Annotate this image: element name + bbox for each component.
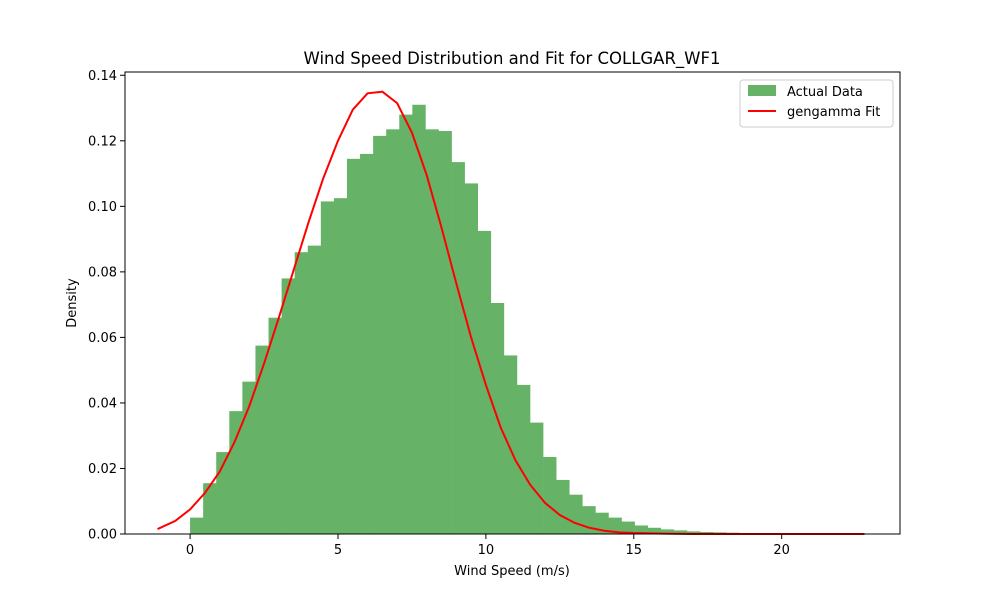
x-tick-label: 20 bbox=[773, 543, 790, 558]
y-axis: 0.00 0.02 0.04 0.06 0.08 0.10 0.12 0.14 bbox=[88, 69, 125, 543]
histogram-bars bbox=[190, 105, 857, 534]
histogram-bar bbox=[517, 385, 530, 534]
histogram-bar bbox=[334, 198, 347, 534]
x-tick-label: 15 bbox=[626, 543, 643, 558]
histogram-bar bbox=[386, 129, 399, 534]
histogram-bar bbox=[452, 162, 465, 534]
histogram-bar bbox=[438, 131, 451, 534]
histogram-bar bbox=[360, 154, 373, 534]
y-tick-label: 0.08 bbox=[88, 265, 117, 280]
histogram-bar bbox=[556, 480, 569, 534]
histogram-bar bbox=[255, 346, 268, 534]
x-axis-label: Wind Speed (m/s) bbox=[454, 564, 570, 579]
histogram-bar bbox=[399, 115, 412, 534]
histogram-bar bbox=[504, 355, 517, 534]
legend-swatch-actual-data bbox=[748, 85, 776, 96]
histogram-bar bbox=[295, 252, 308, 534]
histogram-bar bbox=[373, 136, 386, 534]
x-tick-label: 10 bbox=[478, 543, 495, 558]
y-tick-label: 0.04 bbox=[88, 396, 117, 411]
y-tick-label: 0.02 bbox=[88, 462, 117, 477]
histogram-bar bbox=[190, 518, 203, 534]
legend-label-gengamma-fit: gengamma Fit bbox=[787, 105, 880, 120]
histogram-bar bbox=[347, 159, 360, 534]
y-tick-label: 0.06 bbox=[88, 331, 117, 346]
histogram-bar bbox=[465, 183, 478, 534]
histogram-bar bbox=[203, 483, 216, 534]
legend-label-actual-data: Actual Data bbox=[787, 85, 863, 100]
histogram-bar bbox=[425, 129, 438, 534]
legend: Actual Data gengamma Fit bbox=[740, 80, 893, 127]
x-tick-label: 0 bbox=[186, 543, 194, 558]
histogram-bar bbox=[282, 278, 295, 534]
x-axis: 0 5 10 15 20 bbox=[186, 534, 790, 558]
histogram-bar bbox=[569, 495, 582, 534]
y-tick-label: 0.00 bbox=[88, 528, 117, 543]
histogram-bar bbox=[269, 318, 282, 534]
histogram-bar bbox=[308, 246, 321, 534]
x-tick-label: 5 bbox=[334, 543, 342, 558]
histogram-bar bbox=[321, 201, 334, 534]
y-axis-label: Density bbox=[65, 278, 80, 328]
y-tick-label: 0.14 bbox=[88, 69, 117, 84]
histogram-bar bbox=[543, 457, 556, 534]
histogram-bar bbox=[530, 423, 543, 534]
y-tick-label: 0.12 bbox=[88, 134, 117, 149]
chart-title: Wind Speed Distribution and Fit for COLL… bbox=[304, 49, 721, 69]
histogram-bar bbox=[582, 506, 595, 534]
y-tick-label: 0.10 bbox=[88, 200, 117, 215]
